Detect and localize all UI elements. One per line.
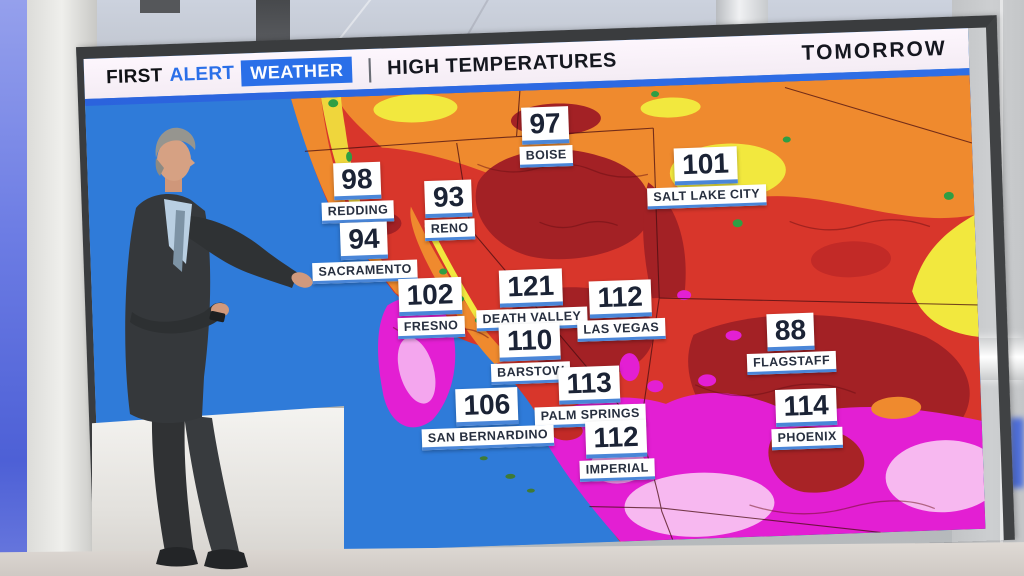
presenter-nose xyxy=(188,156,195,168)
station-temp: 93 xyxy=(424,179,473,219)
weather-presenter xyxy=(125,127,313,570)
station-temp: 121 xyxy=(498,268,563,308)
station-san-bernardino: 106 SAN BERNARDINO xyxy=(420,386,555,450)
station-city: LAS VEGAS xyxy=(577,317,666,342)
station-city: SALT LAKE CITY xyxy=(647,184,767,209)
station-temp: 112 xyxy=(584,419,648,459)
station-boise: 97 BOISE xyxy=(518,106,574,168)
station-las-vegas: 112 LAS VEGAS xyxy=(576,279,666,342)
presenter-hair-side xyxy=(155,158,164,176)
station-sacramento: 94 SACRAMENTO xyxy=(311,220,419,284)
orange-coastal-band xyxy=(291,97,415,305)
orange-patch-az xyxy=(871,396,922,419)
presenter-left-forearm xyxy=(130,302,227,334)
station-imperial: 112 IMPERIAL xyxy=(578,419,656,482)
pink-core-valley xyxy=(397,337,436,404)
presenter-jacket xyxy=(125,194,211,424)
presenter-shoe xyxy=(204,549,248,570)
station-fresno: 102 FRESNO xyxy=(396,276,465,339)
darkred-idaho-nevada xyxy=(475,149,651,260)
wall-seam-right xyxy=(1000,0,1003,576)
station-city: IMPERIAL xyxy=(579,458,656,482)
station-redding: 98 REDDING xyxy=(320,161,395,224)
station-city: BOISE xyxy=(519,144,574,168)
station-temp: 106 xyxy=(454,387,519,427)
red-patch-east xyxy=(811,241,891,278)
station-temp: 97 xyxy=(520,106,570,145)
presenter-extended-arm xyxy=(189,216,298,288)
station-city: FRESNO xyxy=(397,315,465,339)
station-temp: 110 xyxy=(498,322,561,362)
station-city: PHOENIX xyxy=(771,426,844,450)
presenter-back-leg xyxy=(151,410,194,554)
station-death-valley: 121 DEATH VALLEY xyxy=(475,268,588,331)
yellow-band-east xyxy=(912,214,979,337)
station-temp: 98 xyxy=(332,161,382,201)
station-city: REDDING xyxy=(321,200,395,224)
station-temp: 94 xyxy=(339,221,389,261)
station-phoenix: 114 PHOENIX xyxy=(770,387,844,450)
station-temp: 101 xyxy=(673,146,738,186)
presenter-clicker xyxy=(209,311,226,323)
yellow-patch-oregon xyxy=(373,94,458,123)
yellow-patch xyxy=(640,97,701,118)
ceiling-light-slot xyxy=(140,0,180,13)
station-temp: 114 xyxy=(774,387,838,428)
pink-core-sw xyxy=(885,440,986,513)
presenter-tie xyxy=(173,210,185,272)
blue-lit-panel-right xyxy=(1010,418,1024,488)
station-salt-lake-city: 101 SALT LAKE CITY xyxy=(646,145,767,209)
station-city: FLAGSTAFF xyxy=(746,350,837,375)
station-temp: 112 xyxy=(589,279,652,319)
station-reno: 93 RENO xyxy=(423,179,475,241)
orange-region-north xyxy=(337,75,975,218)
ceiling-light-slot xyxy=(256,0,290,46)
station-flagstaff: 88 FLAGSTAFF xyxy=(745,312,837,375)
station-temp: 113 xyxy=(558,365,621,405)
station-temp: 88 xyxy=(766,312,815,352)
presenter-front-leg xyxy=(184,415,240,556)
presenter-head xyxy=(157,139,191,181)
pink-core-sw xyxy=(624,472,775,537)
blue-lit-panel-left xyxy=(0,0,27,576)
presenter-right-hand xyxy=(291,272,313,288)
station-city: RENO xyxy=(424,218,475,241)
station-temp: 102 xyxy=(398,276,463,317)
station-city: SAN BERNARDINO xyxy=(421,424,555,450)
studio-pillar xyxy=(716,0,768,36)
presenter-hair xyxy=(155,127,196,158)
presenter-shoe xyxy=(156,547,198,567)
darkred-utah-west xyxy=(643,182,686,299)
